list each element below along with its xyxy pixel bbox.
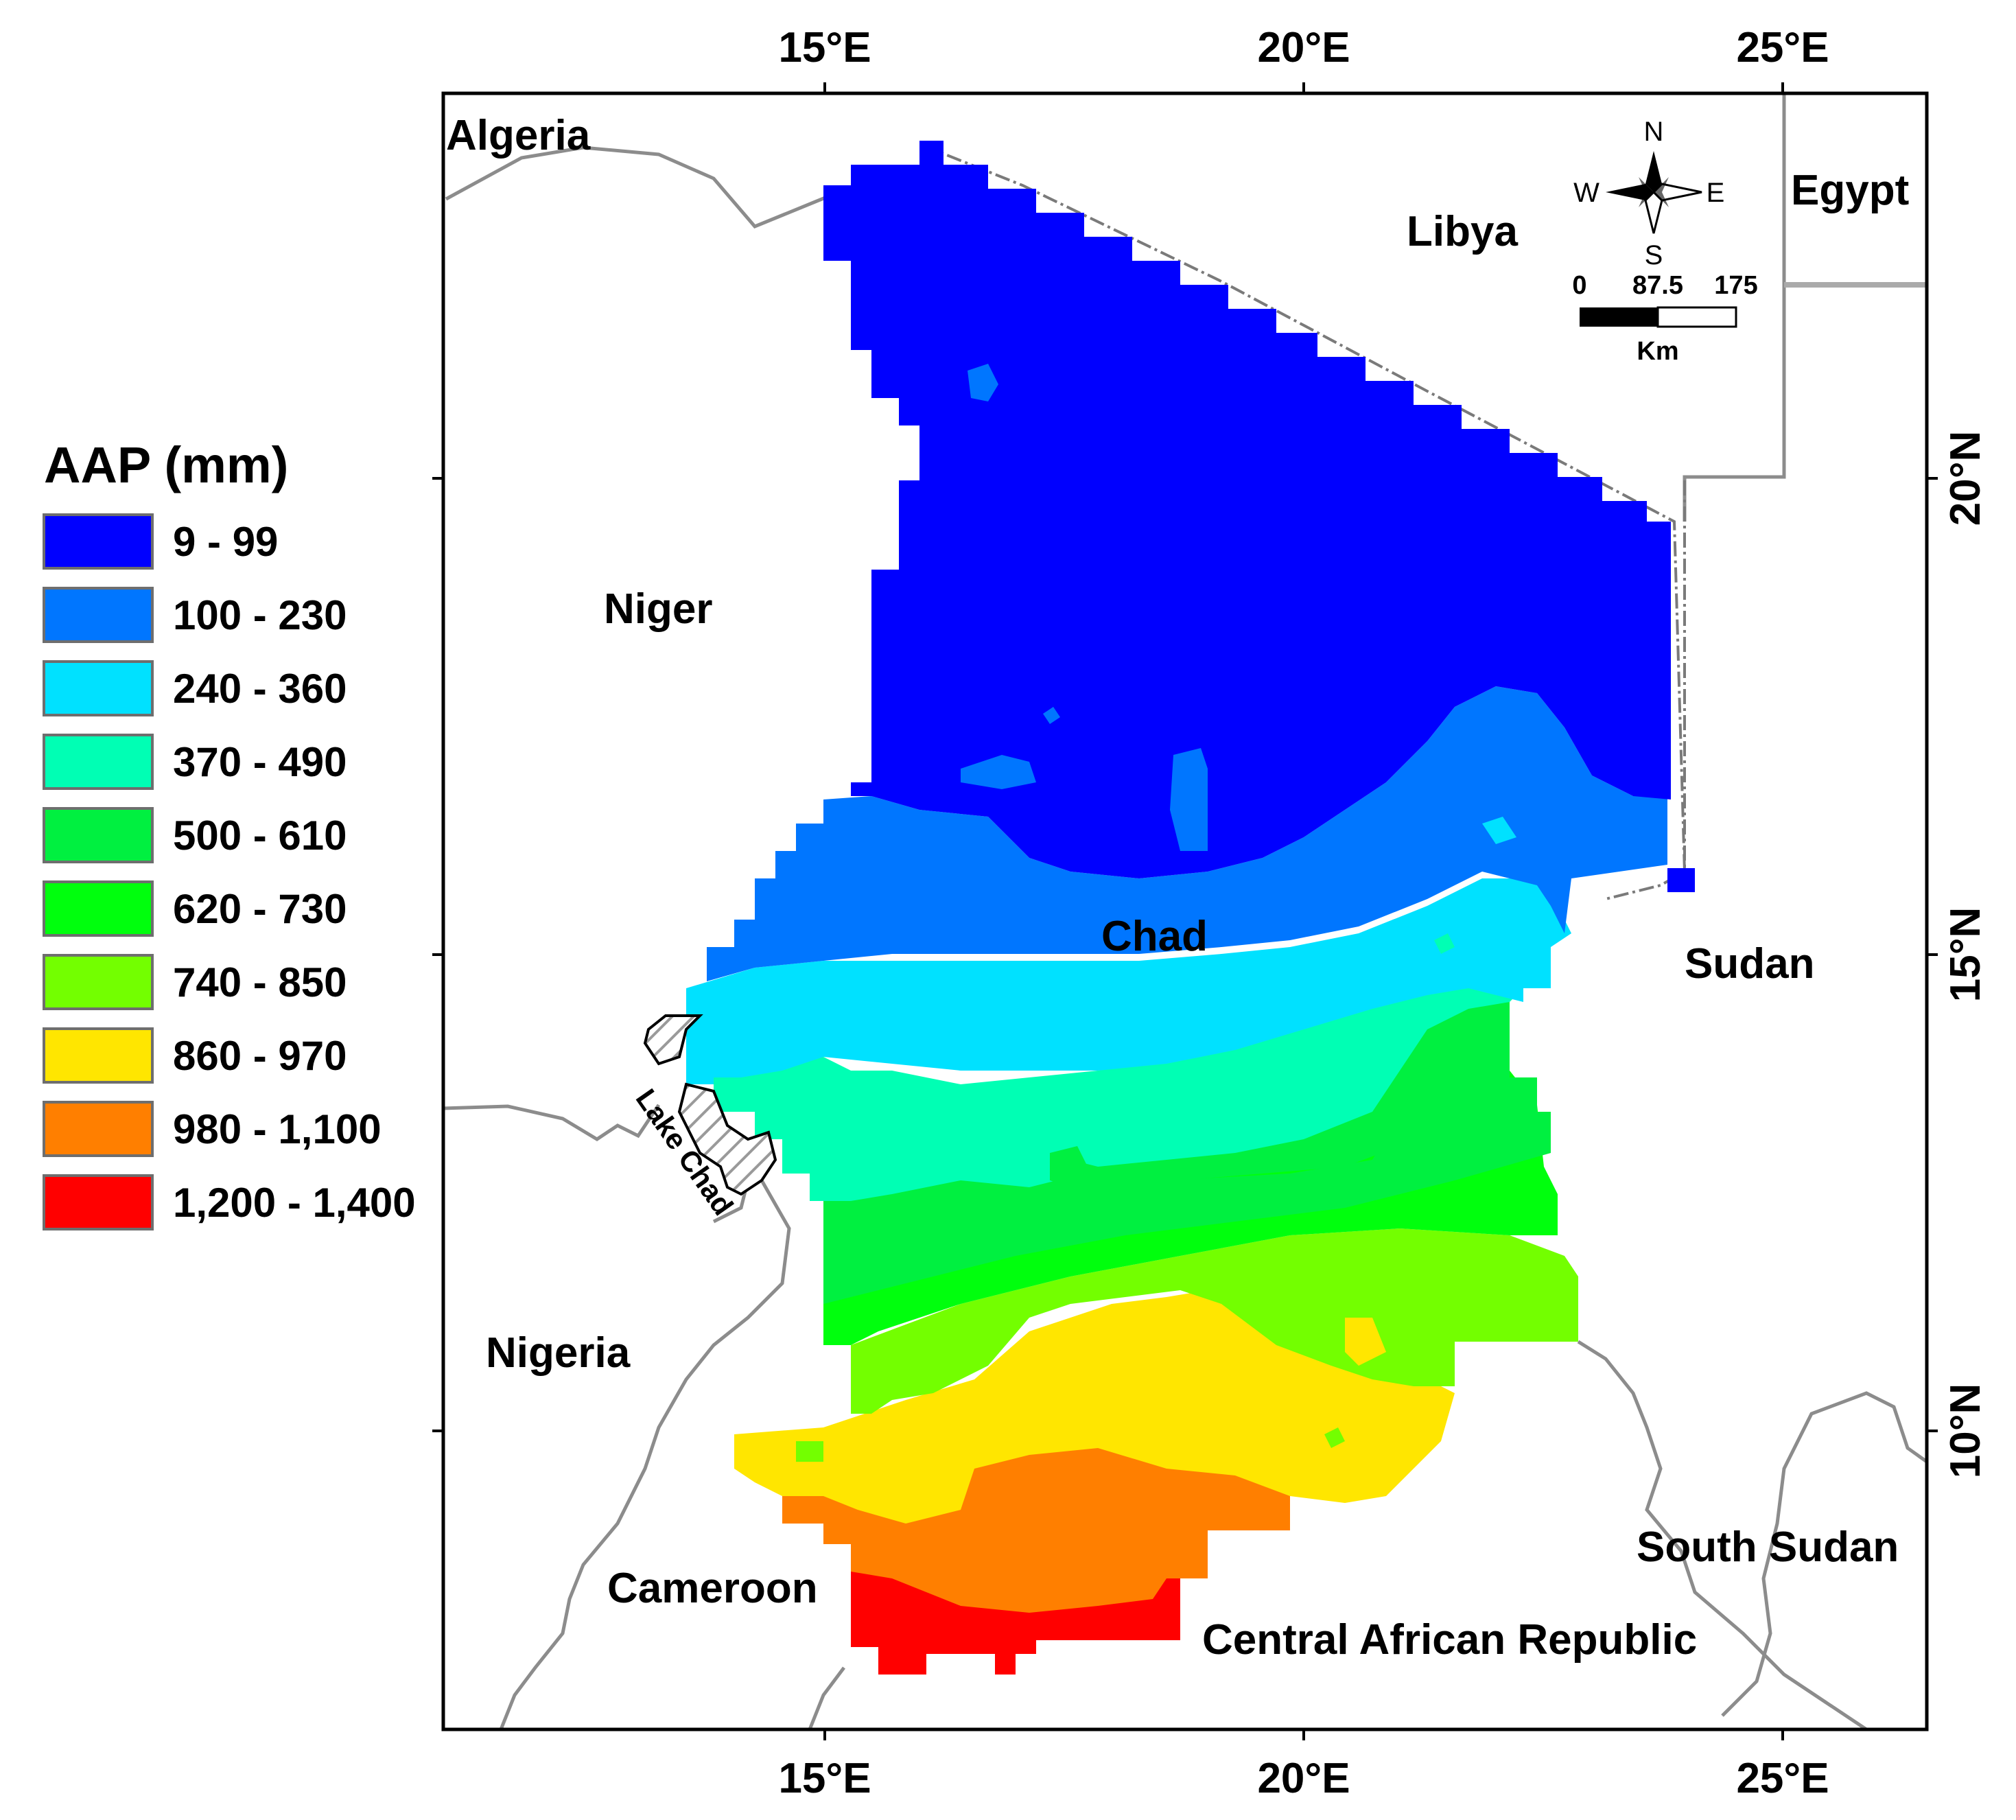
scale-bar: 0 87.5 175 Km bbox=[1572, 271, 1757, 366]
zone-500-610-main bbox=[810, 1002, 1551, 1304]
legend-label: 620 - 730 bbox=[173, 886, 347, 932]
label-cameroon: Cameroon bbox=[607, 1565, 818, 1612]
compass-e: E bbox=[1707, 178, 1725, 208]
legend-label: 740 - 850 bbox=[173, 959, 347, 1005]
label-algeria: Algeria bbox=[446, 112, 591, 159]
legend-swatch bbox=[43, 880, 154, 937]
label-nigeria: Nigeria bbox=[486, 1329, 631, 1377]
legend: AAP (mm) 9 - 99 100 - 230 240 - 360 370 - 4… bbox=[43, 436, 416, 1230]
tick-label-top: 15°E bbox=[778, 24, 871, 71]
zone-9-99 bbox=[823, 141, 1671, 878]
rainfall-zones bbox=[686, 141, 1695, 1675]
legend-swatch bbox=[43, 734, 154, 790]
label-libya: Libya bbox=[1407, 208, 1518, 255]
label-sudan: Sudan bbox=[1685, 940, 1814, 988]
tick-label-bottom: 25°E bbox=[1736, 1755, 1829, 1802]
label-car: Central African Republic bbox=[1202, 1616, 1697, 1664]
legend-swatch bbox=[43, 954, 154, 1010]
legend-swatch bbox=[43, 1101, 154, 1157]
tick-label-top: 20°E bbox=[1257, 24, 1350, 71]
legend-title: AAP (mm) bbox=[44, 436, 288, 493]
libya-chad-border bbox=[922, 144, 1687, 900]
label-south-sudan: South Sudan bbox=[1637, 1524, 1899, 1571]
label-egypt: Egypt bbox=[1791, 167, 1909, 214]
tick-label-right: 10°N bbox=[1942, 1384, 1989, 1479]
legend-label: 1,200 - 1,400 bbox=[173, 1180, 416, 1226]
scale-tick: 87.5 bbox=[1632, 271, 1683, 300]
tick-label-bottom: 15°E bbox=[778, 1755, 871, 1802]
tick-label-right: 20°N bbox=[1942, 431, 1989, 526]
zone-500-610 bbox=[823, 988, 1510, 1215]
compass-s: S bbox=[1645, 240, 1663, 270]
zone-860-970 bbox=[734, 1290, 1455, 1524]
zone-100-230 bbox=[707, 686, 1667, 988]
legend-label: 370 - 490 bbox=[173, 739, 347, 785]
legend-swatch bbox=[43, 807, 154, 863]
label-chad: Chad bbox=[1101, 913, 1208, 960]
legend-swatch bbox=[43, 587, 154, 643]
legend-swatch bbox=[43, 1174, 154, 1230]
compass-w: W bbox=[1573, 178, 1599, 208]
legend-swatch bbox=[43, 1027, 154, 1084]
scale-unit: Km bbox=[1637, 337, 1678, 366]
zone-740-850 bbox=[851, 1228, 1578, 1414]
tick-label-right: 15°N bbox=[1942, 907, 1989, 1003]
scale-tick: 175 bbox=[1714, 271, 1757, 300]
compass-n: N bbox=[1644, 117, 1664, 147]
tick-label-top: 25°E bbox=[1736, 24, 1829, 71]
legend-swatch bbox=[43, 513, 154, 570]
tick-label-bottom: 20°E bbox=[1257, 1755, 1350, 1802]
legend-swatch bbox=[43, 660, 154, 716]
lake-chad bbox=[643, 1014, 777, 1196]
north-arrow-icon: N S W E bbox=[1573, 117, 1724, 270]
legend-label: 500 - 610 bbox=[173, 813, 347, 859]
top-tick-labels: 15°E 20°E 25°E bbox=[778, 24, 1829, 71]
label-niger: Niger bbox=[604, 585, 712, 633]
axis-ticks bbox=[432, 82, 1938, 1740]
legend-label: 9 - 99 bbox=[173, 519, 278, 565]
legend-label: 980 - 1,100 bbox=[173, 1106, 382, 1152]
zone-240-360 bbox=[686, 878, 1571, 1084]
legend-label: 240 - 360 bbox=[173, 666, 347, 712]
legend-label: 860 - 970 bbox=[173, 1033, 347, 1079]
scale-tick: 0 bbox=[1572, 271, 1586, 300]
right-tick-labels: 20°N 15°N 10°N bbox=[1942, 431, 1989, 1479]
map-frame bbox=[441, 91, 1929, 1731]
legend-label: 100 - 230 bbox=[173, 592, 347, 638]
bottom-tick-labels: 15°E 20°E 25°E bbox=[778, 1755, 1829, 1802]
